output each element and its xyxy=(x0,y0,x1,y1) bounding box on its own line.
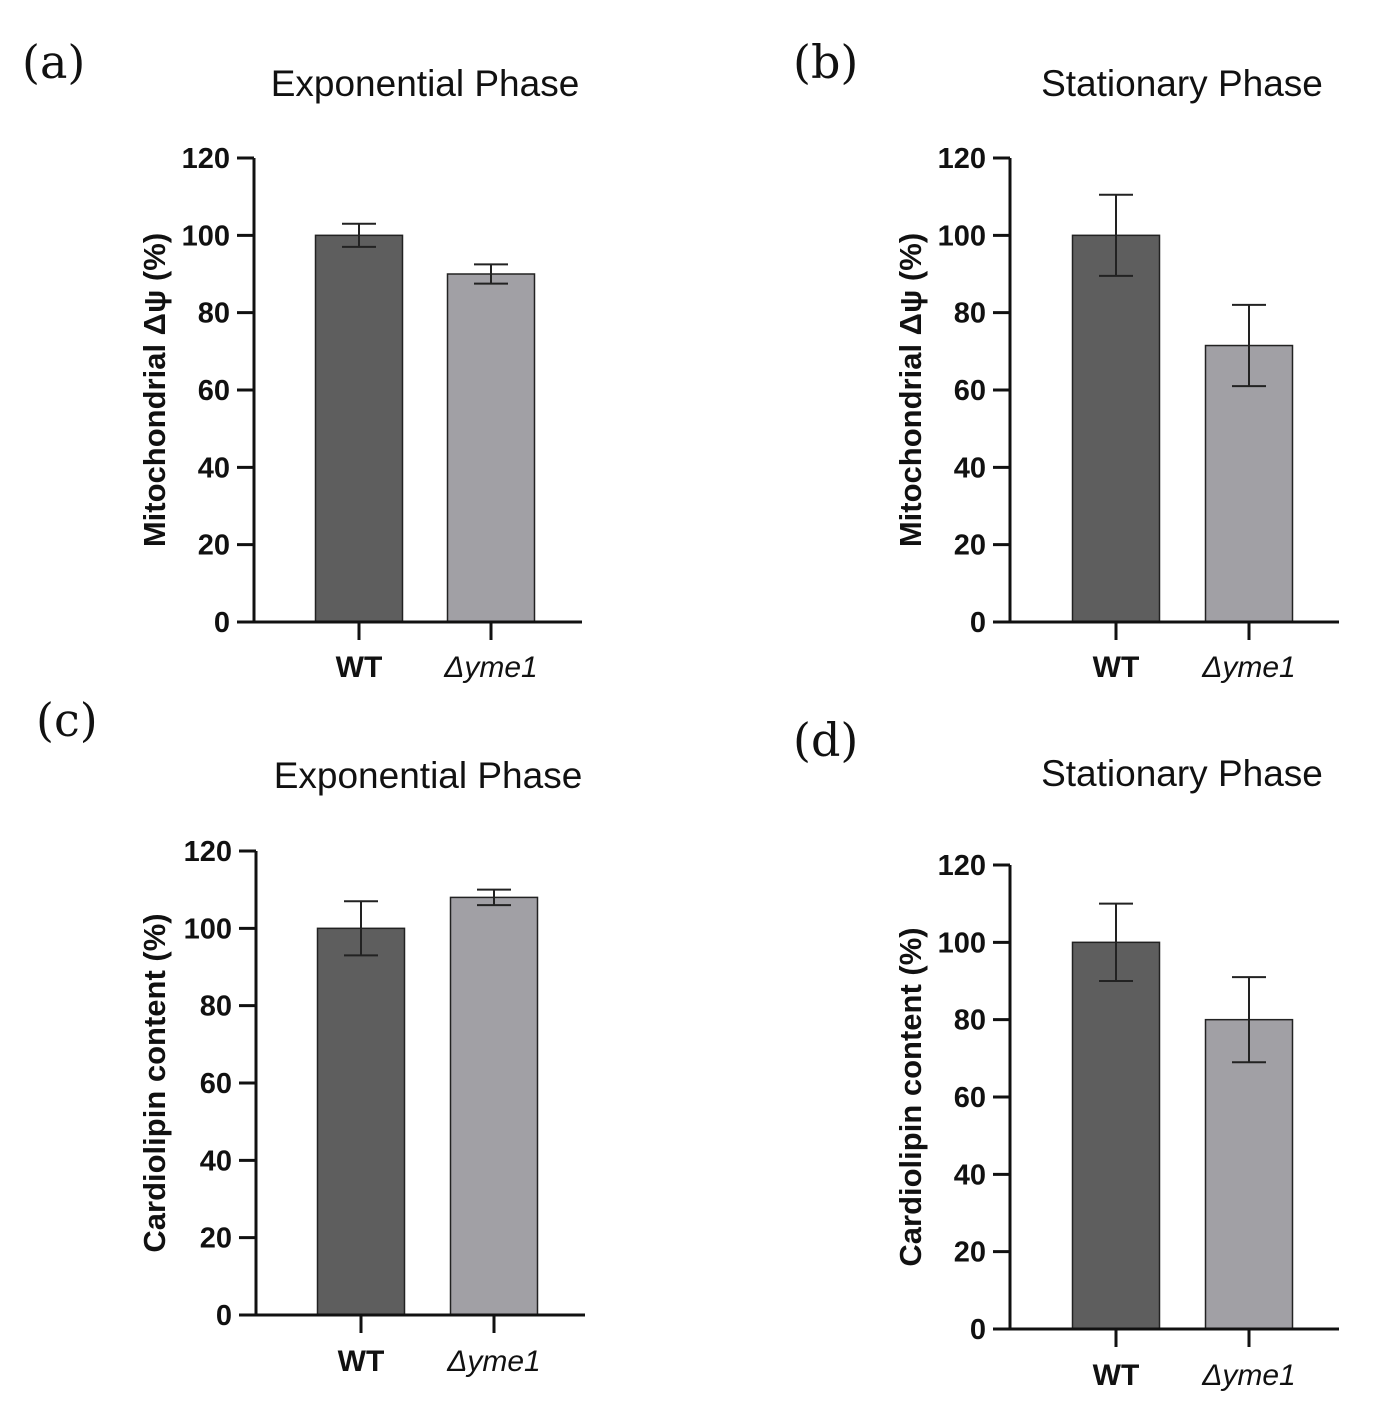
y-tick-label-c-0: 0 xyxy=(216,1300,232,1332)
category-label-c-1: Δyme1 xyxy=(446,1345,541,1378)
y-tick-label-d-6: 120 xyxy=(938,850,986,882)
y-tick-label-a-0: 0 xyxy=(214,607,230,639)
y-axis-label-a: Mitochondrial Δψ (%) xyxy=(137,233,172,547)
y-tick-label-a-3: 60 xyxy=(198,375,230,407)
chart-svg-b: (b) Stationary Phase Mitochondrial Δψ (%… xyxy=(793,35,1339,684)
plot-area-d: 0 20 40 60 80 100 120 xyxy=(938,850,1339,1347)
category-label-b-0: WT xyxy=(1093,651,1140,684)
panel-label-d: (d) xyxy=(793,713,858,767)
chart-panel-d: (d) Stationary Phase Cardiolipin content… xyxy=(0,0,1339,1392)
y-tick-label-b-0: 0 xyxy=(970,607,986,639)
category-label-c-0: WT xyxy=(338,1345,385,1378)
plot-area-c: 0 20 40 60 80 100 120 xyxy=(184,836,585,1333)
y-tick-label-d-2: 40 xyxy=(954,1159,986,1191)
y-tick-label-d-1: 20 xyxy=(954,1237,986,1269)
y-tick-label-d-3: 60 xyxy=(954,1082,986,1114)
y-tick-label-a-4: 80 xyxy=(198,298,230,330)
bar-b-1 xyxy=(1204,344,1294,623)
bar-d-0 xyxy=(1071,941,1161,1330)
chart-panel-b: (b) Stationary Phase Mitochondrial Δψ (%… xyxy=(0,0,1339,707)
bar-c-1 xyxy=(449,896,539,1316)
panel-label-c: (c) xyxy=(36,693,98,747)
panel-label-a: (a) xyxy=(22,35,85,89)
y-tick-label-b-2: 40 xyxy=(954,452,986,484)
y-tick-label-d-0: 0 xyxy=(970,1314,986,1346)
y-tick-label-c-2: 40 xyxy=(200,1145,232,1177)
category-label-d-1: Δyme1 xyxy=(1201,1359,1296,1392)
y-tick-label-a-5: 100 xyxy=(182,220,230,252)
chart-title-b: Stationary Phase xyxy=(1041,63,1323,104)
bar-b-0 xyxy=(1071,234,1161,623)
chart-title-a: Exponential Phase xyxy=(271,63,580,104)
y-tick-label-a-2: 40 xyxy=(198,452,230,484)
y-tick-label-b-5: 100 xyxy=(938,220,986,252)
category-label-d-0: WT xyxy=(1093,1359,1140,1392)
bar-a-0 xyxy=(314,234,404,623)
y-tick-label-b-4: 80 xyxy=(954,298,986,330)
chart-svg-a: (a) Exponential Phase Mitochondrial Δψ (… xyxy=(22,35,582,684)
chart-svg-d: (d) Stationary Phase Cardiolipin content… xyxy=(793,713,1339,1392)
y-tick-label-c-3: 60 xyxy=(200,1068,232,1100)
chart-panel-c: (c) Exponential Phase Cardiolipin conten… xyxy=(0,0,690,1378)
plot-area-b: 0 20 40 60 80 100 120 xyxy=(938,143,1339,640)
chart-svg-c: (c) Exponential Phase Cardiolipin conten… xyxy=(36,693,585,1378)
bar-d-1 xyxy=(1204,1018,1294,1330)
y-tick-label-d-5: 100 xyxy=(938,927,986,959)
category-label-a-1: Δyme1 xyxy=(443,651,538,684)
y-axis-label-b: Mitochondrial Δψ (%) xyxy=(893,233,928,547)
y-tick-label-d-4: 80 xyxy=(954,1005,986,1037)
chart-title-d: Stationary Phase xyxy=(1041,753,1323,794)
y-tick-label-a-1: 20 xyxy=(198,530,230,562)
y-tick-label-b-1: 20 xyxy=(954,530,986,562)
y-tick-label-c-1: 20 xyxy=(200,1223,232,1255)
y-tick-label-c-4: 80 xyxy=(200,991,232,1023)
panel-label-b: (b) xyxy=(793,35,858,89)
category-label-a-0: WT xyxy=(336,651,383,684)
y-tick-label-c-6: 120 xyxy=(184,836,232,868)
plot-area-a: 0 20 40 60 80 100 120 xyxy=(182,143,582,640)
chart-title-c: Exponential Phase xyxy=(274,755,583,796)
y-tick-label-a-6: 120 xyxy=(182,143,230,175)
y-tick-label-b-6: 120 xyxy=(938,143,986,175)
category-label-b-1: Δyme1 xyxy=(1201,651,1296,684)
chart-panel-a: (a) Exponential Phase Mitochondrial Δψ (… xyxy=(0,0,690,707)
y-tick-label-b-3: 60 xyxy=(954,375,986,407)
bar-c-0 xyxy=(316,927,406,1316)
y-axis-label-d: Cardiolipin content (%) xyxy=(893,927,928,1266)
y-axis-label-c: Cardiolipin content (%) xyxy=(137,913,172,1252)
bar-a-1 xyxy=(446,273,536,623)
y-tick-label-c-5: 100 xyxy=(184,913,232,945)
